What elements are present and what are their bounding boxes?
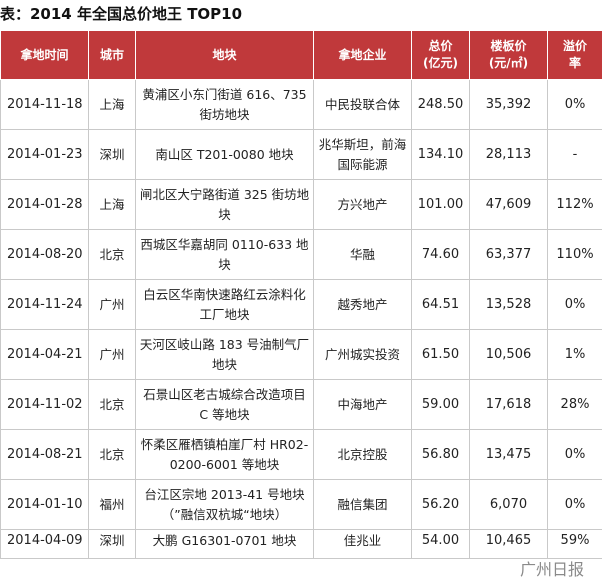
cell-date: 2014-04-09: [0, 529, 89, 559]
cell-premium-rate: 112%: [547, 179, 602, 230]
cell-premium-rate: 110%: [547, 229, 602, 280]
cell-plot: 南山区 T201-0080 地块: [135, 129, 314, 180]
table-row: 2014-01-10 福州 台江区宗地 2013-41 号地块（”融信双杭城“地…: [0, 479, 602, 530]
cell-buyer: 融信集团: [313, 479, 412, 530]
cell-buyer: 中海地产: [313, 379, 412, 430]
cell-floor-price: 47,609: [469, 179, 548, 230]
cell-plot: 白云区华南快速路红云涂料化工厂地块: [135, 279, 314, 330]
cell-buyer: 中民投联合体: [313, 79, 412, 130]
table-row: 2014-01-28 上海 闸北区大宁路街道 325 街坊地块 方兴地产 101…: [0, 179, 602, 230]
cell-buyer: 兆华斯坦，前海国际能源: [313, 129, 412, 180]
header-total-price: 总价 (亿元): [411, 30, 470, 80]
table-title: 表：2014 年全国总价地王 TOP10: [0, 5, 243, 23]
cell-total-price: 56.20: [411, 479, 470, 530]
cell-floor-price: 10,465: [469, 529, 548, 559]
cell-plot: 石景山区老古城综合改造项目 C 等地块: [135, 379, 314, 430]
table-row: 2014-11-24 广州 白云区华南快速路红云涂料化工厂地块 越秀地产 64.…: [0, 279, 602, 330]
cell-city: 广州: [88, 329, 136, 380]
cell-floor-price: 13,528: [469, 279, 548, 330]
cell-total-price: 248.50: [411, 79, 470, 130]
table-row: 2014-04-09 深圳 大鹏 G16301-0701 地块 佳兆业 54.0…: [0, 529, 602, 559]
table-row: 2014-08-20 北京 西城区华嘉胡同 0110-633 地块 华融 74.…: [0, 229, 602, 280]
cell-city: 福州: [88, 479, 136, 530]
cell-buyer: 越秀地产: [313, 279, 412, 330]
cell-premium-rate: 59%: [547, 529, 602, 559]
cell-total-price: 61.50: [411, 329, 470, 380]
table-row: 2014-11-18 上海 黄浦区小东门街道 616、735 街坊地块 中民投联…: [0, 79, 602, 130]
table-header-row: 拿地时间 城市 地块 拿地企业 总价 (亿元) 楼板价 (元/㎡) 溢价率: [0, 30, 602, 80]
cell-city: 北京: [88, 379, 136, 430]
cell-total-price: 134.10: [411, 129, 470, 180]
header-plot: 地块: [135, 30, 314, 80]
cell-floor-price: 63,377: [469, 229, 548, 280]
cell-plot: 西城区华嘉胡同 0110-633 地块: [135, 229, 314, 280]
cell-buyer: 方兴地产: [313, 179, 412, 230]
cell-plot: 台江区宗地 2013-41 号地块（”融信双杭城“地块）: [135, 479, 314, 530]
cell-total-price: 74.60: [411, 229, 470, 280]
land-king-table: 拿地时间 城市 地块 拿地企业 总价 (亿元) 楼板价 (元/㎡) 溢价率 2014…: [0, 30, 602, 559]
cell-city: 北京: [88, 429, 136, 480]
source-watermark: 广州日报: [519, 560, 584, 579]
cell-total-price: 56.80: [411, 429, 470, 480]
cell-buyer: 广州城实投资: [313, 329, 412, 380]
header-date: 拿地时间: [0, 30, 89, 80]
cell-date: 2014-08-20: [0, 229, 89, 280]
cell-city: 深圳: [88, 129, 136, 180]
cell-date: 2014-04-21: [0, 329, 89, 380]
cell-floor-price: 6,070: [469, 479, 548, 530]
cell-buyer: 华融: [313, 229, 412, 280]
cell-buyer: 北京控股: [313, 429, 412, 480]
cell-total-price: 101.00: [411, 179, 470, 230]
cell-city: 广州: [88, 279, 136, 330]
cell-buyer: 佳兆业: [313, 529, 412, 559]
cell-plot: 黄浦区小东门街道 616、735 街坊地块: [135, 79, 314, 130]
cell-premium-rate: 28%: [547, 379, 602, 430]
cell-premium-rate: 0%: [547, 479, 602, 530]
table-row: 2014-04-21 广州 天河区岐山路 183 号油制气厂地块 广州城实投资 …: [0, 329, 602, 380]
cell-floor-price: 35,392: [469, 79, 548, 130]
cell-date: 2014-01-10: [0, 479, 89, 530]
cell-total-price: 64.51: [411, 279, 470, 330]
cell-floor-price: 13,475: [469, 429, 548, 480]
header-city: 城市: [88, 30, 136, 80]
table-row: 2014-01-23 深圳 南山区 T201-0080 地块 兆华斯坦，前海国际…: [0, 129, 602, 180]
cell-floor-price: 28,113: [469, 129, 548, 180]
cell-premium-rate: -: [547, 129, 602, 180]
cell-plot: 闸北区大宁路街道 325 街坊地块: [135, 179, 314, 230]
cell-date: 2014-11-24: [0, 279, 89, 330]
cell-premium-rate: 0%: [547, 79, 602, 130]
cell-city: 上海: [88, 79, 136, 130]
cell-total-price: 54.00: [411, 529, 470, 559]
cell-date: 2014-08-21: [0, 429, 89, 480]
cell-plot: 怀柔区雁栖镇柏崖厂村 HR02-0200-6001 等地块: [135, 429, 314, 480]
table-row: 2014-08-21 北京 怀柔区雁栖镇柏崖厂村 HR02-0200-6001 …: [0, 429, 602, 480]
cell-floor-price: 17,618: [469, 379, 548, 430]
cell-plot: 大鹏 G16301-0701 地块: [135, 529, 314, 559]
header-floor-price: 楼板价 (元/㎡): [469, 30, 548, 80]
cell-city: 深圳: [88, 529, 136, 559]
cell-premium-rate: 1%: [547, 329, 602, 380]
cell-total-price: 59.00: [411, 379, 470, 430]
cell-date: 2014-01-28: [0, 179, 89, 230]
cell-date: 2014-11-02: [0, 379, 89, 430]
cell-floor-price: 10,506: [469, 329, 548, 380]
cell-premium-rate: 0%: [547, 429, 602, 480]
cell-plot: 天河区岐山路 183 号油制气厂地块: [135, 329, 314, 380]
header-premium-rate: 溢价率: [547, 30, 602, 80]
table-row: 2014-11-02 北京 石景山区老古城综合改造项目 C 等地块 中海地产 5…: [0, 379, 602, 430]
cell-date: 2014-01-23: [0, 129, 89, 180]
cell-date: 2014-11-18: [0, 79, 89, 130]
header-buyer: 拿地企业: [313, 30, 412, 80]
cell-premium-rate: 0%: [547, 279, 602, 330]
cell-city: 北京: [88, 229, 136, 280]
cell-city: 上海: [88, 179, 136, 230]
